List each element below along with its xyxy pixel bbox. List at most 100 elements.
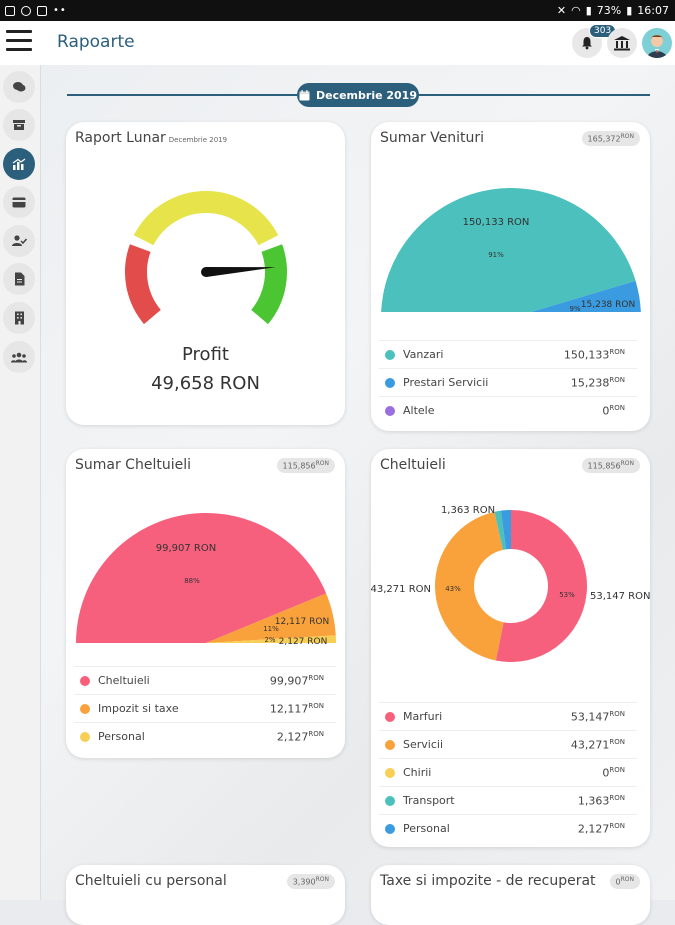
credit-card-icon <box>12 197 26 207</box>
pie-slice-personal <box>206 635 336 643</box>
settings-notif-icon <box>21 5 31 16</box>
legend-dot <box>385 824 395 834</box>
legend-item[interactable]: Personal 2,127RON <box>74 722 336 750</box>
legend-value: 1,363RON <box>578 794 625 808</box>
legend-unit: RON <box>609 404 625 412</box>
recoverable-taxes-card[interactable]: Taxe si impozite - de recuperat 0RON <box>371 865 650 925</box>
card-title: Raport Lunar Decembrie 2019 <box>75 130 227 146</box>
sidebar-item-archive[interactable] <box>3 109 35 141</box>
legend-unit: RON <box>308 674 324 682</box>
legend-item[interactable]: Altele 0RON <box>379 396 637 424</box>
data-label-prestari-pct: 9% <box>569 305 580 312</box>
sidebar-item-company[interactable] <box>3 302 35 334</box>
data-label-cheltuieli-pct: 88% <box>184 577 200 585</box>
monthly-report-card[interactable]: Raport Lunar Decembrie 2019 Profit 49,658… <box>66 122 345 425</box>
sidebar-item-team[interactable] <box>3 341 35 373</box>
legend-amount: 2,127 <box>577 822 610 836</box>
legend-dot <box>80 732 90 742</box>
sidebar-item-payments[interactable] <box>3 186 35 218</box>
legend-item[interactable]: Cheltuieli 99,907RON <box>74 666 336 694</box>
sidebar-item-chat[interactable] <box>3 71 35 103</box>
gauge-hub <box>201 267 211 277</box>
legend-item[interactable]: Prestari Servicii 15,238RON <box>379 368 637 396</box>
legend-dot <box>385 740 395 750</box>
legend-dot <box>385 406 395 416</box>
sidebar-item-documents[interactable] <box>3 263 35 295</box>
calendar-icon <box>299 89 310 100</box>
data-label-servicii-pct: 43% <box>445 585 461 593</box>
legend-value: 0RON <box>602 404 625 418</box>
legend-dot <box>385 768 395 778</box>
profit-value: 49,658 RON <box>151 373 260 394</box>
legend-amount: 2,127 <box>276 730 309 744</box>
total-badge: 3,390RON <box>286 874 335 889</box>
bank-icon <box>614 36 630 51</box>
legend-unit: RON <box>308 702 324 710</box>
legend-amount: 0 <box>602 766 610 780</box>
legend-unit: RON <box>609 794 625 802</box>
bank-button[interactable] <box>607 28 637 58</box>
total-currency: RON <box>315 876 329 883</box>
donut-slice-transport <box>494 510 507 550</box>
total-badge: 115,856RON <box>276 458 335 473</box>
legend-value: 15,238RON <box>571 376 625 390</box>
more-notifs-icon: •• <box>53 5 67 16</box>
total-currency: RON <box>315 460 329 467</box>
data-label-marfuri-value: 53,147 RON <box>590 591 650 602</box>
legend-item[interactable]: Impozit si taxe 12,117RON <box>74 694 336 722</box>
total-badge: 0RON <box>609 874 640 889</box>
legend-value: 99,907RON <box>270 674 324 688</box>
card-title: Cheltuieli cu personal <box>75 873 227 889</box>
chart-icon <box>12 158 26 170</box>
user-avatar[interactable] <box>642 28 672 58</box>
legend-amount: 0 <box>602 404 610 418</box>
menu-icon[interactable] <box>6 30 32 52</box>
legend-label: Chirii <box>403 766 432 779</box>
revenue-pie-chart: 150,133 RON 91% 15,238 RON 9% <box>381 188 641 312</box>
month-selector[interactable]: Decembrie 2019 <box>297 83 419 107</box>
donut-slice-servicii <box>434 511 504 661</box>
building-icon <box>14 311 24 325</box>
legend-dot <box>385 350 395 360</box>
legend-item[interactable]: Marfuri 53,147RON <box>379 702 637 730</box>
total-value: 115,856 <box>587 461 621 471</box>
archive-icon <box>13 120 25 130</box>
legend-value: 0RON <box>602 766 625 780</box>
legend-item[interactable]: Servicii 43,271RON <box>379 730 637 758</box>
legend-label: Impozit si taxe <box>98 702 179 715</box>
expense-summary-legend: Cheltuieli 99,907RON Impozit si taxe 12,… <box>74 666 336 750</box>
total-value: 165,372 <box>587 134 621 144</box>
card-title: Sumar Venituri <box>380 130 485 146</box>
legend-value: 2,127RON <box>277 730 324 744</box>
legend-amount: 43,271 <box>570 738 610 752</box>
total-badge: 115,856RON <box>581 458 640 473</box>
app-bar: Rapoarte 303 <box>0 21 675 65</box>
pie-slice-vanzari <box>381 188 636 312</box>
card-title: Sumar Cheltuieli <box>75 457 191 473</box>
expenses-card[interactable]: Cheltuieli 115,856RON 53,147 RON 53% 43,… <box>371 449 650 847</box>
sidebar-item-users[interactable] <box>3 225 35 257</box>
data-label-vanzari-value: 150,133 RON <box>463 217 530 228</box>
data-label-marfuri-pct: 53% <box>559 591 575 599</box>
legend-label: Cheltuieli <box>98 674 150 687</box>
sidebar-item-reports[interactable] <box>3 148 35 180</box>
expense-summary-card[interactable]: Sumar Cheltuieli 115,856RON 99,907 RON 8… <box>66 449 345 758</box>
legend-dot <box>80 704 90 714</box>
legend-item[interactable]: Transport 1,363RON <box>379 786 637 814</box>
wifi-icon: ◠ <box>571 4 581 17</box>
legend-unit: RON <box>609 348 625 356</box>
revenue-summary-card[interactable]: Sumar Venituri 165,372 RON 150,133 RON 91… <box>371 122 650 431</box>
donut-slice-personal <box>500 510 511 550</box>
data-label-personal-value: 2,127 RON <box>279 637 328 647</box>
legend-unit: RON <box>308 730 324 738</box>
sidebar <box>0 65 41 900</box>
month-label: Decembrie 2019 <box>315 88 417 102</box>
legend-unit: RON <box>609 710 625 718</box>
legend-unit: RON <box>609 766 625 774</box>
data-label-servicii-value: 43,271 RON <box>371 584 431 595</box>
legend-item[interactable]: Vanzari 150,133RON <box>379 340 637 368</box>
legend-item[interactable]: Chirii 0RON <box>379 758 637 786</box>
legend-value: 43,271RON <box>571 738 625 752</box>
staff-expenses-card[interactable]: Cheltuieli cu personal 3,390RON <box>66 865 345 925</box>
legend-item[interactable]: Personal 2,127RON <box>379 814 637 842</box>
